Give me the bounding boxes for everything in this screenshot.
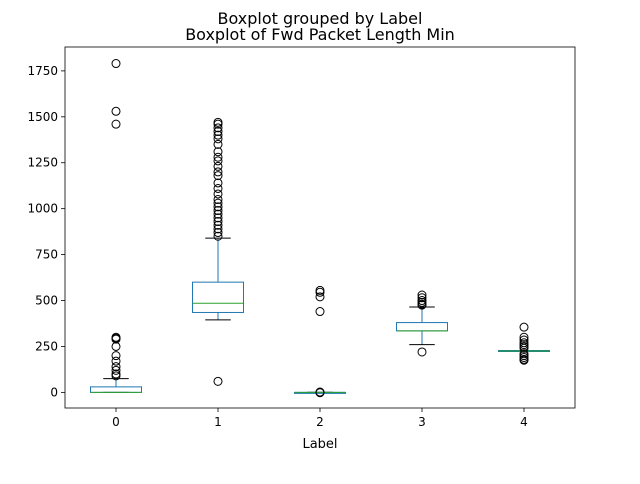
- y-tick-label: 0: [50, 385, 58, 399]
- outlier-point: [213, 134, 223, 144]
- y-tick-label: 250: [35, 339, 58, 353]
- outlier-point: [213, 231, 223, 241]
- outlier-point: [213, 147, 223, 157]
- outlier-point: [213, 130, 223, 140]
- x-tick-label: 3: [418, 415, 426, 429]
- outlier-point: [213, 376, 223, 386]
- plot-area: 0 250 500 750 1000 1250 1500 1750 0 1 2 3 4: [27, 46, 576, 429]
- outlier-point: [519, 355, 529, 365]
- outlier-point: [111, 356, 121, 366]
- outlier-point: [213, 183, 223, 193]
- chart-title: Boxplot of Fwd Packet Length Min: [185, 25, 455, 44]
- outlier-point: [213, 202, 223, 212]
- outlier-point: [213, 117, 223, 127]
- outlier-point: [417, 290, 427, 300]
- outlier-point: [213, 189, 223, 199]
- outlier-point: [111, 59, 121, 69]
- x-tick-label: 1: [214, 415, 222, 429]
- outlier-point: [213, 228, 223, 238]
- y-tick-label: 1000: [27, 202, 58, 216]
- x-tick-label: 4: [520, 415, 528, 429]
- outlier-point: [111, 334, 121, 344]
- outlier-point: [111, 371, 121, 381]
- outlier-point: [111, 365, 121, 375]
- outlier-point: [213, 171, 223, 181]
- outlier-point: [213, 152, 223, 162]
- y-tick-label: 750: [35, 248, 58, 262]
- outlier-point: [213, 178, 223, 188]
- box-iqr: [192, 281, 244, 313]
- outlier-point: [417, 293, 427, 303]
- chart-suptitle: Boxplot grouped by Label: [218, 9, 423, 28]
- outlier-point: [213, 123, 223, 133]
- outlier-point: [213, 206, 223, 216]
- outlier-point: [111, 362, 121, 372]
- outlier-point: [111, 341, 121, 351]
- outlier-point: [213, 198, 223, 208]
- outlier-point: [213, 213, 223, 223]
- outlier-point: [213, 220, 223, 230]
- x-tick-label: 2: [316, 415, 324, 429]
- outlier-point: [519, 322, 529, 332]
- x-axis-label: Label: [302, 437, 337, 452]
- axes-frame: [64, 46, 576, 409]
- outlier-point: [417, 300, 427, 310]
- outlier-point: [213, 127, 223, 137]
- outlier-point: [519, 343, 529, 353]
- outlier-point: [315, 307, 325, 317]
- outlier-point: [111, 351, 121, 361]
- outlier-point: [111, 119, 121, 129]
- outlier-point: [213, 161, 223, 171]
- outlier-point: [213, 156, 223, 166]
- outlier-point: [213, 224, 223, 234]
- y-tick-label: 500: [35, 294, 58, 308]
- outlier-point: [417, 347, 427, 357]
- x-tick-label: 0: [112, 415, 120, 429]
- outlier-point: [213, 194, 223, 204]
- outlier-point: [213, 217, 223, 227]
- outlier-point: [315, 388, 325, 398]
- outlier-point: [213, 167, 223, 177]
- outlier-point: [315, 287, 325, 297]
- outlier-point: [213, 139, 223, 149]
- outlier-point: [111, 106, 121, 116]
- outlier-point: [213, 209, 223, 219]
- outlier-point: [315, 292, 325, 302]
- y-tick-label: 1250: [27, 156, 58, 170]
- y-tick-label: 1750: [27, 64, 58, 78]
- y-tick-label: 1500: [27, 110, 58, 124]
- outlier-point: [519, 332, 529, 342]
